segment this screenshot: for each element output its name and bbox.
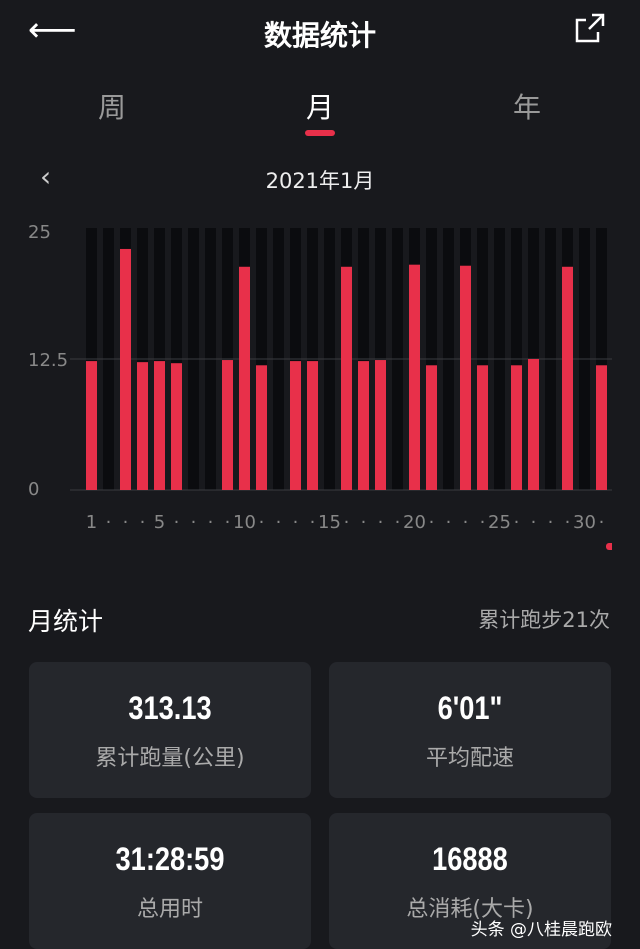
x-tick-dot: · (173, 512, 180, 533)
bar-day-4[interactable] (137, 362, 148, 490)
bar-day-21[interactable] (426, 365, 437, 490)
tab-year[interactable]: 年 (512, 91, 541, 124)
x-tick-dot: · (428, 512, 435, 533)
x-tick-dot: · (122, 512, 129, 533)
stat-value: 6'01" (437, 690, 503, 726)
stat-card-pace: 6'01" 平均配速 (329, 662, 611, 798)
x-tick-dot: · (360, 512, 367, 533)
x-tick: 20 (403, 512, 426, 533)
bar-day-20[interactable] (409, 264, 420, 490)
bar-day-14[interactable] (307, 361, 318, 490)
stat-value: 16888 (432, 841, 508, 877)
bar-day-26[interactable] (511, 365, 522, 490)
period-label: 2021年1月 (265, 169, 375, 193)
x-tick: 5 (153, 512, 166, 533)
x-tick-dot: · (258, 512, 265, 533)
bar-day-11[interactable] (256, 365, 267, 490)
y-tick: 12.5 (28, 350, 69, 371)
bar-day-29[interactable] (562, 266, 573, 490)
bar-day-24[interactable] (477, 365, 488, 490)
bar-day-23[interactable] (460, 265, 471, 490)
x-tick-dot: · (275, 512, 282, 533)
x-tick: 10 (233, 512, 256, 533)
bar-chart (70, 228, 612, 491)
monthly-stats-title: 月统计 (28, 607, 104, 636)
tab-month[interactable]: 月 (305, 91, 334, 124)
stat-label: 总用时 (136, 897, 203, 922)
bar-day-31[interactable] (596, 365, 607, 490)
stat-card-calories: 16888 总消耗(大卡) (329, 813, 611, 949)
watermark: 头条 @八桂晨跑欧 (470, 920, 612, 940)
bar-day-6[interactable] (171, 363, 182, 490)
bar-day-3[interactable] (120, 248, 131, 490)
x-tick-dot: · (224, 512, 231, 533)
x-tick-dot: · (479, 512, 486, 533)
stat-value: 31:28:59 (115, 841, 225, 877)
x-tick-dot: · (564, 512, 571, 533)
x-tick: 25 (488, 512, 511, 533)
stat-label: 平均配速 (425, 746, 514, 771)
x-tick-dot: · (207, 512, 214, 533)
x-tick-dot: · (513, 512, 520, 533)
x-tick-dot: · (394, 512, 401, 533)
x-tick: 1 (85, 512, 98, 533)
x-tick: 30 (573, 512, 596, 533)
bar-day-9[interactable] (222, 360, 233, 490)
stat-card-distance: 313.13 累计跑量(公里) (29, 662, 311, 798)
scroll-indicator (606, 543, 612, 550)
bar-day-27[interactable] (528, 359, 539, 490)
x-tick-dot: · (462, 512, 469, 533)
x-tick-dot: · (547, 512, 554, 533)
x-tick-dot: · (139, 512, 146, 533)
bar-day-16[interactable] (341, 266, 352, 490)
x-tick-dot: · (445, 512, 452, 533)
bar-day-17[interactable] (358, 361, 369, 490)
stat-value: 313.13 (128, 690, 212, 726)
bar-day-1[interactable] (86, 361, 97, 490)
bar-day-13[interactable] (290, 361, 301, 490)
x-tick-dot: · (377, 512, 384, 533)
stat-card-time: 31:28:59 总用时 (29, 813, 311, 949)
x-tick: 15 (318, 512, 341, 533)
back-button[interactable]: ⟵ (28, 10, 77, 50)
bar-day-5[interactable] (154, 361, 165, 490)
x-tick-dot: · (309, 512, 316, 533)
y-tick: 0 (28, 479, 40, 500)
bar-day-10[interactable] (239, 266, 250, 490)
chevron-left-icon[interactable]: ‹ (40, 160, 52, 193)
y-tick: 25 (28, 222, 51, 243)
stat-label: 累计跑量(公里) (95, 746, 245, 771)
page-title: 数据统计 (263, 19, 376, 52)
run-count: 累计跑步21次 (478, 608, 610, 632)
bar-day-18[interactable] (375, 360, 386, 490)
x-tick-dot: · (530, 512, 537, 533)
x-tick-dot: · (190, 512, 197, 533)
x-tick-dot: · (598, 512, 605, 533)
share-icon[interactable] (574, 12, 606, 44)
stat-label: 总消耗(大卡) (406, 897, 534, 922)
x-tick-dot: · (292, 512, 299, 533)
x-tick-dot: · (343, 512, 350, 533)
x-tick-dot: · (105, 512, 112, 533)
tab-week[interactable]: 周 (97, 91, 126, 124)
tab-indicator (305, 130, 335, 136)
